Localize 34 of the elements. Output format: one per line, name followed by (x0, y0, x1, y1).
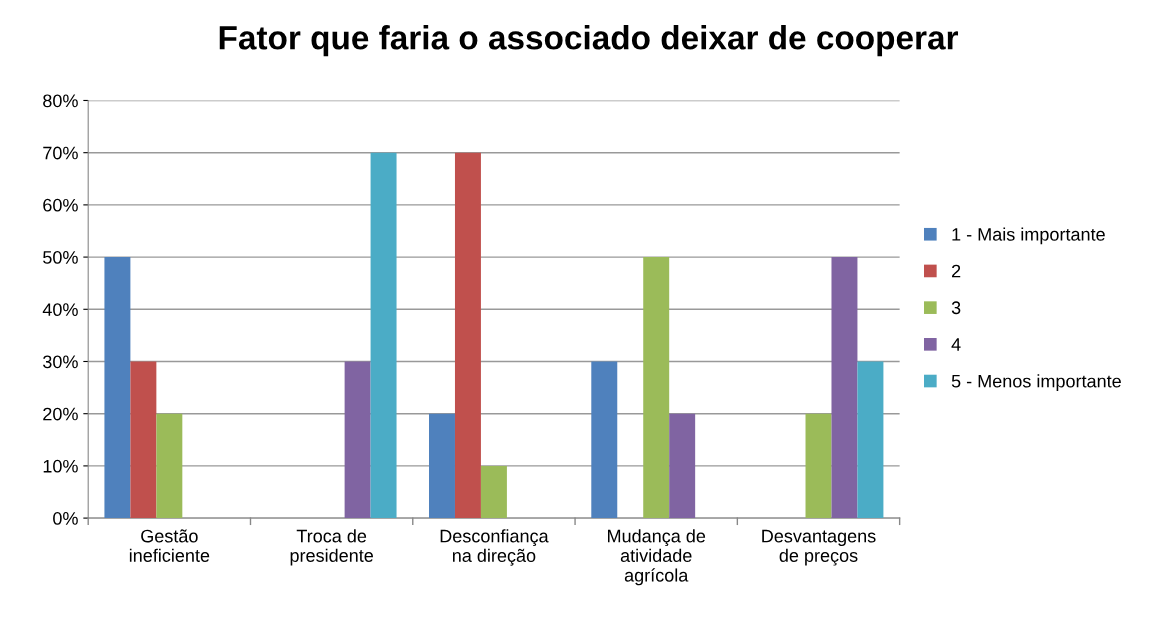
legend-label: 2 (952, 264, 961, 278)
bar (669, 413, 696, 519)
y-tick-label: 30% (43, 355, 78, 369)
bar (831, 257, 858, 519)
bar (130, 361, 157, 519)
bar (454, 152, 481, 519)
x-tick-label: Gestão ineficiente (129, 529, 210, 562)
y-tick-label: 20% (43, 407, 78, 421)
bar (156, 413, 183, 519)
legend-label: 1 - Mais importante (952, 227, 1105, 245)
x-tick-label: Troca de presidente (290, 529, 373, 566)
x-tick-label: Desconfiança na direção (440, 529, 549, 566)
y-tick-label: 60% (43, 198, 78, 212)
bar (104, 257, 131, 519)
chart-title: Fator que faria o associado deixar de cooperar (219, 25, 959, 57)
y-tick-label: 0% (53, 512, 78, 525)
bar (805, 413, 832, 519)
bar (643, 257, 670, 519)
bar (370, 152, 397, 519)
y-tick-label: 70% (43, 146, 78, 160)
legend-label: 3 (951, 301, 961, 315)
bar (344, 361, 371, 519)
bar (857, 361, 884, 519)
y-tick-label: 80% (43, 94, 78, 108)
y-tick-label: 50% (43, 251, 78, 264)
bar (429, 413, 455, 519)
bar (480, 465, 507, 519)
legend-label: 4 (951, 338, 961, 351)
x-tick-label: Desvantagens de preços (762, 529, 876, 566)
legend-label: 5 - Menos importante (951, 374, 1121, 392)
bar (591, 361, 618, 519)
y-tick-label: 40% (42, 303, 78, 317)
y-tick-label: 10% (43, 459, 78, 473)
x-tick-label: Mudança de atividade agrícola (608, 529, 706, 586)
